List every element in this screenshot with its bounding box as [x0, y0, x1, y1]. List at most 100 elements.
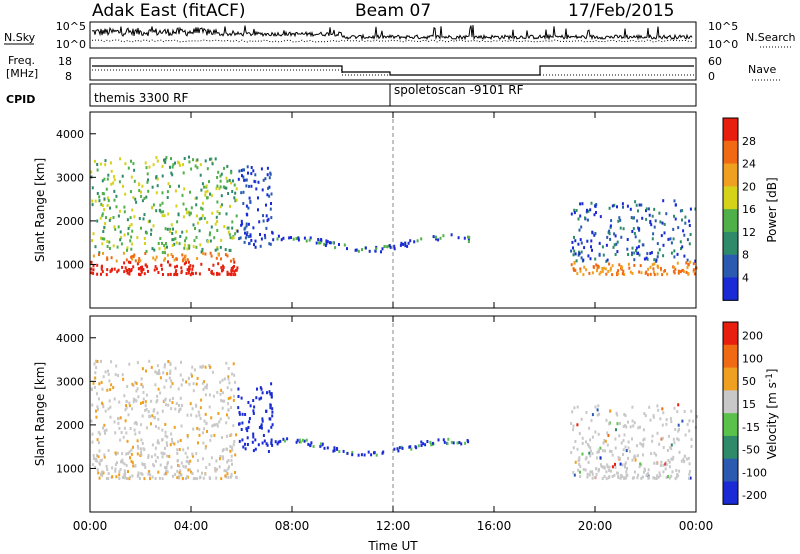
data-cell: [370, 453, 373, 457]
data-cell: [235, 187, 238, 191]
data-cell: [126, 385, 129, 388]
data-cell: [98, 253, 100, 257]
data-cell: [114, 431, 117, 435]
data-cell: [188, 267, 191, 271]
data-cell: [332, 241, 335, 245]
data-cell: [589, 446, 592, 450]
data-cell: [222, 448, 225, 451]
data-cell: [145, 195, 148, 199]
data-cell: [219, 205, 222, 209]
data-cell: [627, 262, 630, 266]
data-cell: [217, 253, 220, 257]
data-cell: [230, 388, 233, 392]
data-cell: [243, 240, 246, 244]
data-cell: [214, 248, 217, 252]
data-cell: [616, 273, 618, 277]
data-cell: [615, 242, 618, 246]
data-cell: [228, 248, 231, 252]
data-cell: [91, 199, 94, 203]
data-cell: [98, 449, 101, 453]
data-cell: [172, 163, 175, 167]
data-cell: [260, 167, 263, 171]
data-cell: [136, 387, 139, 391]
data-cell: [290, 236, 292, 239]
data-cell: [645, 256, 648, 260]
data-cell: [660, 234, 663, 238]
data-cell: [692, 268, 695, 272]
colorbar-segment: [723, 254, 738, 278]
data-cell: [155, 175, 158, 179]
data-cell: [163, 214, 166, 218]
data-cell: [595, 263, 598, 267]
data-cell: [182, 464, 185, 468]
data-cell: [657, 251, 660, 255]
data-cell: [608, 449, 611, 453]
data-cell: [230, 266, 233, 270]
data-cell: [130, 175, 133, 179]
data-cell: [159, 463, 162, 467]
data-cell: [219, 392, 222, 396]
data-cell: [577, 217, 580, 221]
data-cell: [169, 165, 171, 169]
data-cell: [138, 477, 141, 480]
data-cell: [164, 466, 166, 469]
data-cell: [688, 242, 691, 246]
data-cell: [247, 235, 250, 239]
data-cell: [269, 242, 272, 246]
data-cell: [226, 270, 229, 274]
data-cell: [656, 431, 659, 435]
data-cell: [139, 273, 141, 277]
data-cell: [261, 188, 264, 192]
data-cell: [142, 447, 145, 451]
data-cell: [404, 241, 407, 245]
data-cell: [622, 205, 624, 209]
data-cell: [661, 407, 664, 411]
freq-label: Freq.: [8, 54, 35, 67]
data-cell: [683, 460, 686, 464]
data-cell: [396, 447, 399, 451]
data-cell: [357, 249, 360, 253]
data-cell: [187, 460, 190, 464]
data-cell: [176, 469, 179, 473]
data-cell: [206, 167, 209, 171]
data-cell: [602, 441, 605, 445]
data-cell: [147, 178, 149, 182]
data-cell: [622, 439, 625, 443]
data-cell: [579, 269, 582, 273]
data-cell: [259, 386, 262, 390]
data-cell: [662, 254, 665, 258]
data-cell: [161, 428, 164, 432]
data-cell: [225, 469, 228, 473]
data-cell: [279, 439, 282, 443]
data-cell: [175, 204, 178, 208]
data-cell: [200, 262, 203, 266]
data-cell: [229, 204, 231, 208]
data-cell: [232, 362, 235, 366]
data-cell: [326, 446, 329, 450]
data-cell: [159, 203, 162, 207]
data-cell: [147, 472, 150, 476]
data-cell: [131, 382, 134, 386]
data-cell: [614, 253, 617, 256]
data-cell: [250, 238, 253, 242]
data-cell: [178, 408, 181, 411]
data-cell: [159, 237, 162, 240]
data-cell: [123, 261, 126, 265]
data-cell: [91, 432, 94, 436]
data-cell: [117, 374, 120, 377]
data-cell: [240, 168, 243, 172]
data-cell: [611, 453, 614, 457]
data-cell: [246, 231, 249, 235]
data-cell: [130, 255, 133, 259]
data-cell: [638, 465, 641, 469]
data-cell: [611, 273, 614, 277]
data-cell: [175, 230, 177, 234]
data-cell: [224, 474, 227, 478]
data-cell: [254, 239, 257, 243]
data-cell: [589, 438, 592, 442]
data-cell: [571, 410, 574, 414]
data-cell: [249, 199, 252, 203]
data-cell: [105, 187, 108, 191]
data-cell: [143, 463, 146, 466]
